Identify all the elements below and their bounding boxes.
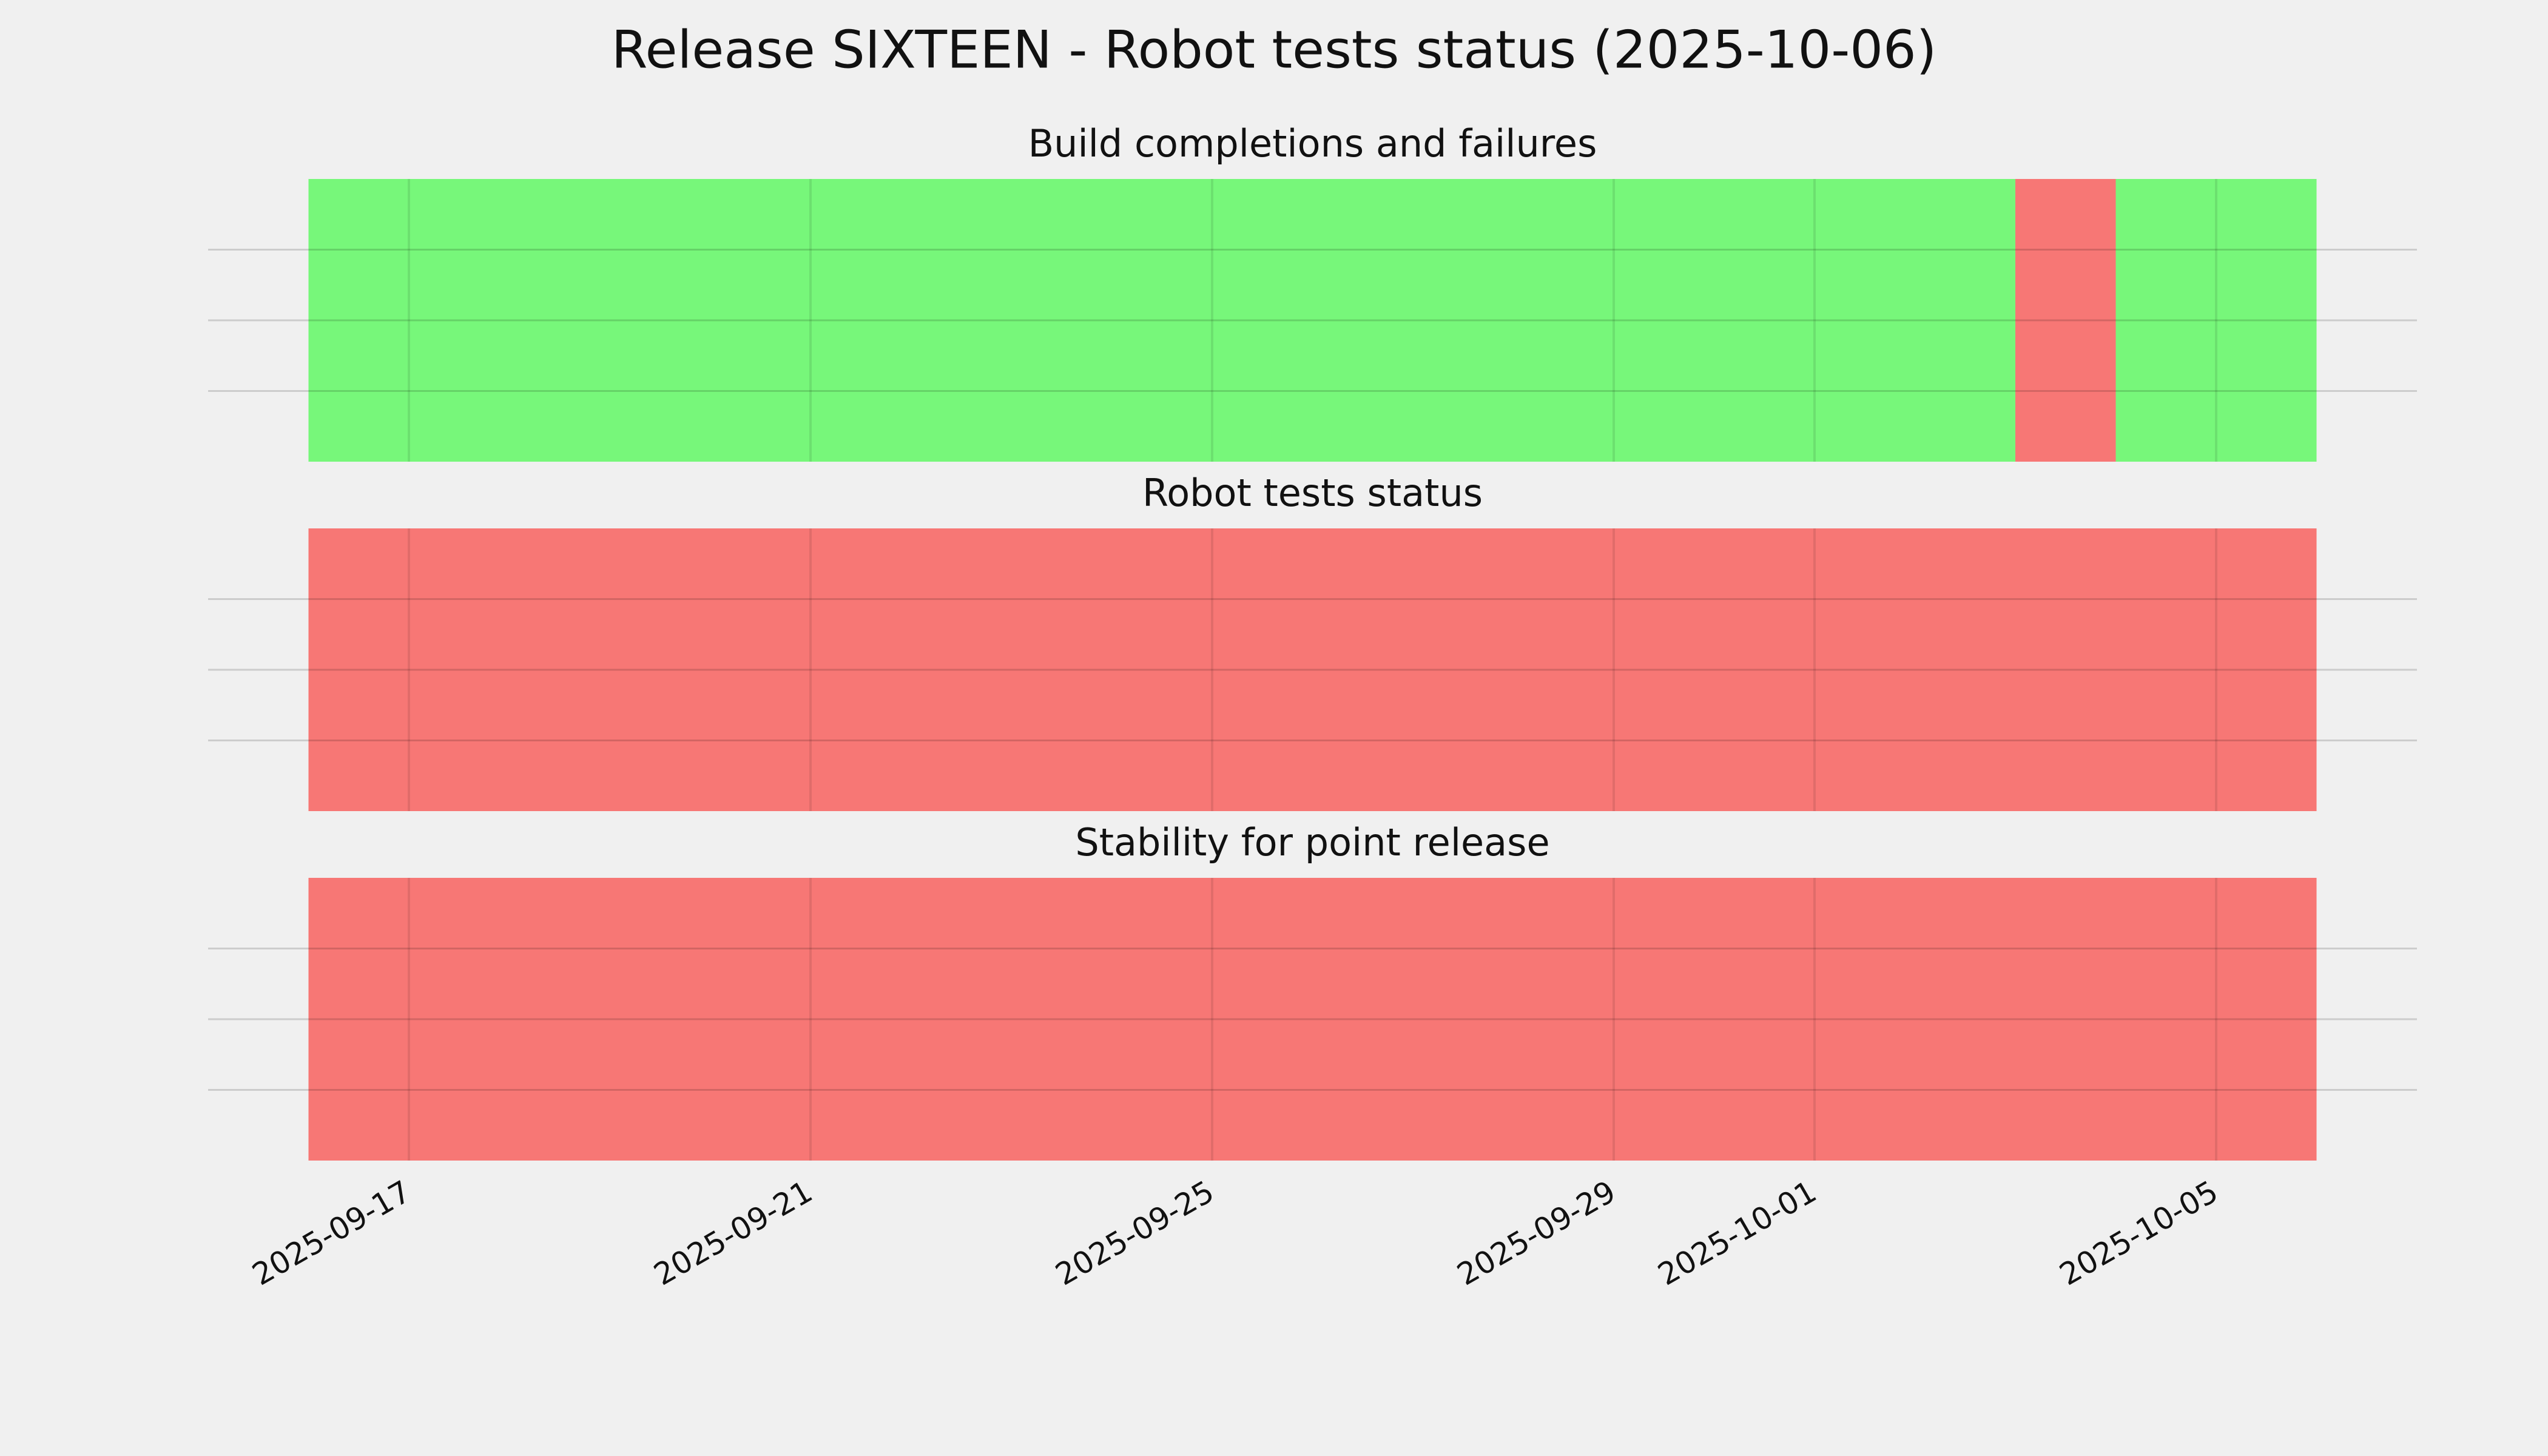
- panel-title: Build completions and failures: [1028, 121, 1597, 166]
- status-span: [308, 878, 2317, 1161]
- status-span: [2015, 179, 2116, 462]
- status-span: [308, 179, 2015, 462]
- panel-title: Stability for point release: [1075, 820, 1549, 864]
- status-span: [2115, 179, 2317, 462]
- figure-title: Release SIXTEEN - Robot tests status (20…: [612, 19, 1937, 80]
- panel-title: Robot tests status: [1142, 471, 1483, 515]
- status-span: [308, 528, 2317, 811]
